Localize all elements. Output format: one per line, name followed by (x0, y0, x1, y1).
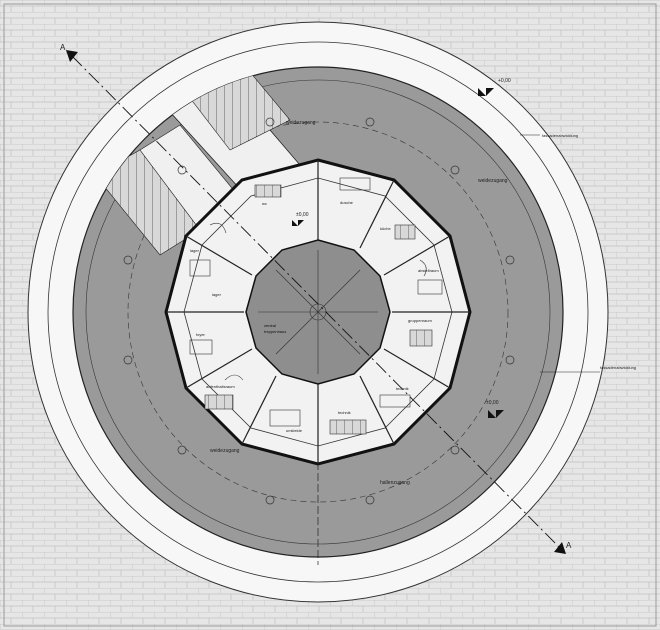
callout-label: fassadenabwicklung (600, 365, 636, 370)
elevation-mark: ±0,00 (296, 212, 309, 218)
callout-label: fassadenabwicklung (542, 133, 578, 138)
grid-circle-dashed (127, 121, 509, 503)
section-line (66, 50, 566, 554)
terrace-label: weidezugang (478, 178, 508, 184)
section-mark-a-bottom: A (566, 541, 572, 550)
elevation-symbol (292, 88, 504, 418)
terrace-label: weidezugang (210, 448, 240, 454)
terrace-label: hallenzugang (380, 480, 410, 486)
terrace-label: weidezugang (286, 120, 316, 126)
core-label-line1: zentral (264, 323, 276, 328)
elevation-mark: +0,00 (498, 78, 511, 84)
room-label: küche (380, 226, 391, 231)
room-label: aufenthaltsraum (206, 384, 235, 389)
elevation-mark: ±0,00 (486, 400, 499, 406)
room-label: gruppenraum (408, 318, 432, 323)
room-label: abstellraum (418, 268, 439, 273)
outer-ring-line (47, 41, 589, 583)
room-label: dusche (340, 200, 354, 205)
room-label: technik (396, 386, 409, 391)
core-radial-lines (258, 250, 378, 374)
room-label: umkleide (286, 428, 303, 433)
room-label: foyer (196, 332, 206, 337)
room-details (189, 177, 443, 435)
room-label: technik (338, 410, 351, 415)
room-label: wc (262, 201, 267, 206)
plan-frame (3, 3, 657, 627)
core-label-line2: treppenhaus (264, 329, 286, 334)
room-label: lager (190, 248, 200, 253)
column-markers (123, 117, 515, 505)
section-mark-a-top: A (60, 43, 66, 52)
room-label: lager (212, 292, 222, 297)
room-partitions (166, 160, 470, 464)
